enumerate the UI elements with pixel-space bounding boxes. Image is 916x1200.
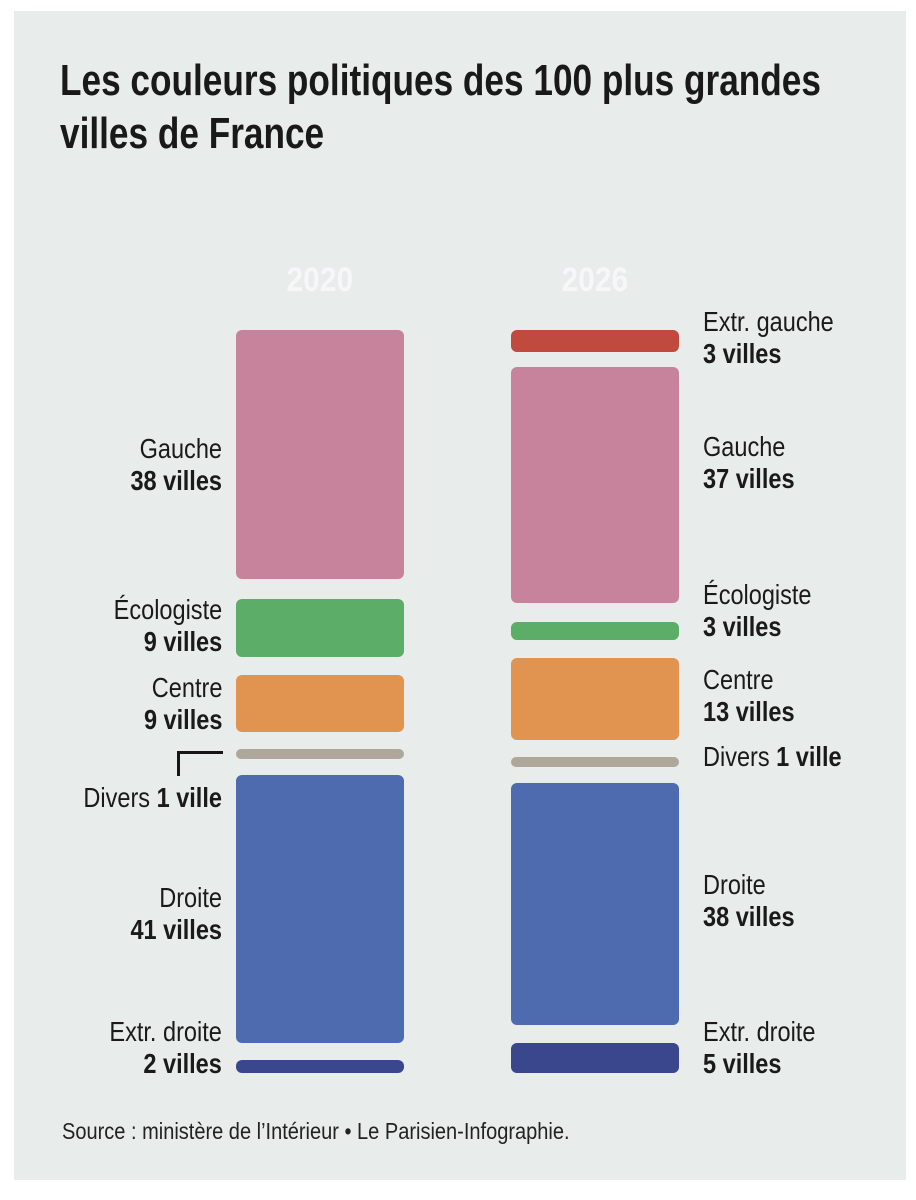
bar-segment-2026-extr-droite bbox=[511, 1043, 679, 1073]
label-count: 9 villes bbox=[143, 704, 222, 735]
segment-label-2026-extr-droite: Extr. droite 5 villes bbox=[703, 1016, 837, 1080]
segment-label-text: Extr. gauche 3 villes bbox=[703, 306, 834, 370]
label-party: Divers bbox=[83, 782, 151, 813]
label-count: 41 villes bbox=[130, 914, 222, 945]
source-credit-text: Source : ministère de l’Intérieur • Le P… bbox=[62, 1118, 570, 1144]
label-count: 3 villes bbox=[703, 338, 782, 369]
label-count: 1 ville bbox=[776, 741, 842, 772]
bar-segment-2020-centre bbox=[236, 675, 404, 732]
segment-label-text: Extr. droite 5 villes bbox=[703, 1016, 815, 1080]
segment-label-text: Divers 1 ville bbox=[83, 782, 222, 814]
segment-label-2026-centre: Centre 13 villes bbox=[703, 664, 812, 728]
label-party: Centre bbox=[151, 672, 222, 703]
segment-label-2026-ecologiste: Écologiste 3 villes bbox=[703, 579, 832, 643]
label-party: Écologiste bbox=[703, 579, 812, 610]
segment-label-2026-extr-gauche: Extr. gauche 3 villes bbox=[703, 306, 859, 370]
chart-title-line-2: villes de France bbox=[60, 109, 325, 158]
label-count: 37 villes bbox=[703, 463, 795, 494]
label-count: 2 villes bbox=[143, 1048, 222, 1079]
infographic-panel bbox=[14, 11, 906, 1180]
label-party: Écologiste bbox=[113, 594, 222, 625]
segment-label-text: Gauche 37 villes bbox=[703, 431, 795, 495]
segment-label-2020-centre: Centre 9 villes bbox=[0, 672, 222, 736]
label-party: Droite bbox=[703, 869, 766, 900]
label-party: Extr. gauche bbox=[703, 306, 834, 337]
segment-label-2020-divers: Divers 1 ville bbox=[0, 782, 222, 814]
label-party: Droite bbox=[159, 882, 222, 913]
segment-label-text: Centre 13 villes bbox=[703, 664, 795, 728]
bar-segment-2026-ecologiste bbox=[511, 622, 679, 640]
segment-label-2020-droite: Droite 41 villes bbox=[0, 882, 222, 946]
label-count: 38 villes bbox=[130, 465, 222, 496]
year-badge-2020-label: 2020 bbox=[286, 261, 354, 299]
chart-title-line-1: Les couleurs politiques des 100 plus gra… bbox=[60, 56, 821, 105]
callout-line-divers-2020 bbox=[177, 751, 223, 776]
bar-segment-2026-extr-gauche bbox=[511, 330, 679, 352]
label-count: 9 villes bbox=[143, 626, 222, 657]
label-count: 1 ville bbox=[156, 782, 222, 813]
bar-segment-2020-extr-droite bbox=[236, 1060, 404, 1073]
label-party: Gauche bbox=[703, 431, 786, 462]
label-party: Divers bbox=[703, 741, 770, 772]
label-party: Extr. droite bbox=[109, 1016, 222, 1047]
year-badge-2026: 2026 bbox=[515, 255, 675, 306]
label-party: Extr. droite bbox=[703, 1016, 816, 1047]
segment-label-text: Écologiste 9 villes bbox=[113, 594, 222, 658]
segment-label-2026-gauche: Gauche 37 villes bbox=[703, 431, 812, 495]
source-credit: Source : ministère de l’Intérieur • Le P… bbox=[62, 1118, 645, 1145]
year-badge-2026-label: 2026 bbox=[561, 261, 629, 299]
segment-label-text: Gauche 38 villes bbox=[130, 433, 222, 497]
segment-label-2020-ecologiste: Écologiste 9 villes bbox=[0, 594, 222, 658]
bar-segment-2020-divers bbox=[236, 749, 404, 759]
segment-label-text: Extr. droite 2 villes bbox=[110, 1016, 222, 1080]
segment-label-text: Centre 9 villes bbox=[144, 672, 222, 736]
label-count: 3 villes bbox=[703, 611, 782, 642]
segment-label-text: Droite 38 villes bbox=[703, 869, 795, 933]
bar-segment-2020-ecologiste bbox=[236, 599, 404, 657]
label-count: 5 villes bbox=[703, 1048, 782, 1079]
segment-label-2026-droite: Droite 38 villes bbox=[703, 869, 812, 933]
bar-segment-2026-droite bbox=[511, 783, 679, 1025]
segment-label-2020-extr-droite: Extr. droite 2 villes bbox=[0, 1016, 222, 1080]
label-party: Centre bbox=[703, 664, 774, 695]
bar-segment-2020-gauche bbox=[236, 330, 404, 579]
segment-label-text: Droite 41 villes bbox=[130, 882, 222, 946]
bar-segment-2020-droite bbox=[236, 775, 404, 1043]
segment-label-text: Écologiste 3 villes bbox=[703, 579, 812, 643]
bar-segment-2026-divers bbox=[511, 757, 679, 767]
label-count: 13 villes bbox=[703, 696, 795, 727]
label-party: Gauche bbox=[139, 433, 222, 464]
year-badge-2020: 2020 bbox=[240, 255, 400, 306]
bar-segment-2026-centre bbox=[511, 658, 679, 740]
segment-label-text: Divers 1 ville bbox=[703, 741, 842, 773]
segment-label-2020-gauche: Gauche 38 villes bbox=[0, 433, 222, 497]
bar-segment-2026-gauche bbox=[511, 367, 679, 603]
label-count: 38 villes bbox=[703, 901, 795, 932]
segment-label-2026-divers: Divers 1 ville bbox=[703, 741, 868, 773]
chart-title: Les couleurs politiques des 100 plus gra… bbox=[60, 54, 916, 160]
